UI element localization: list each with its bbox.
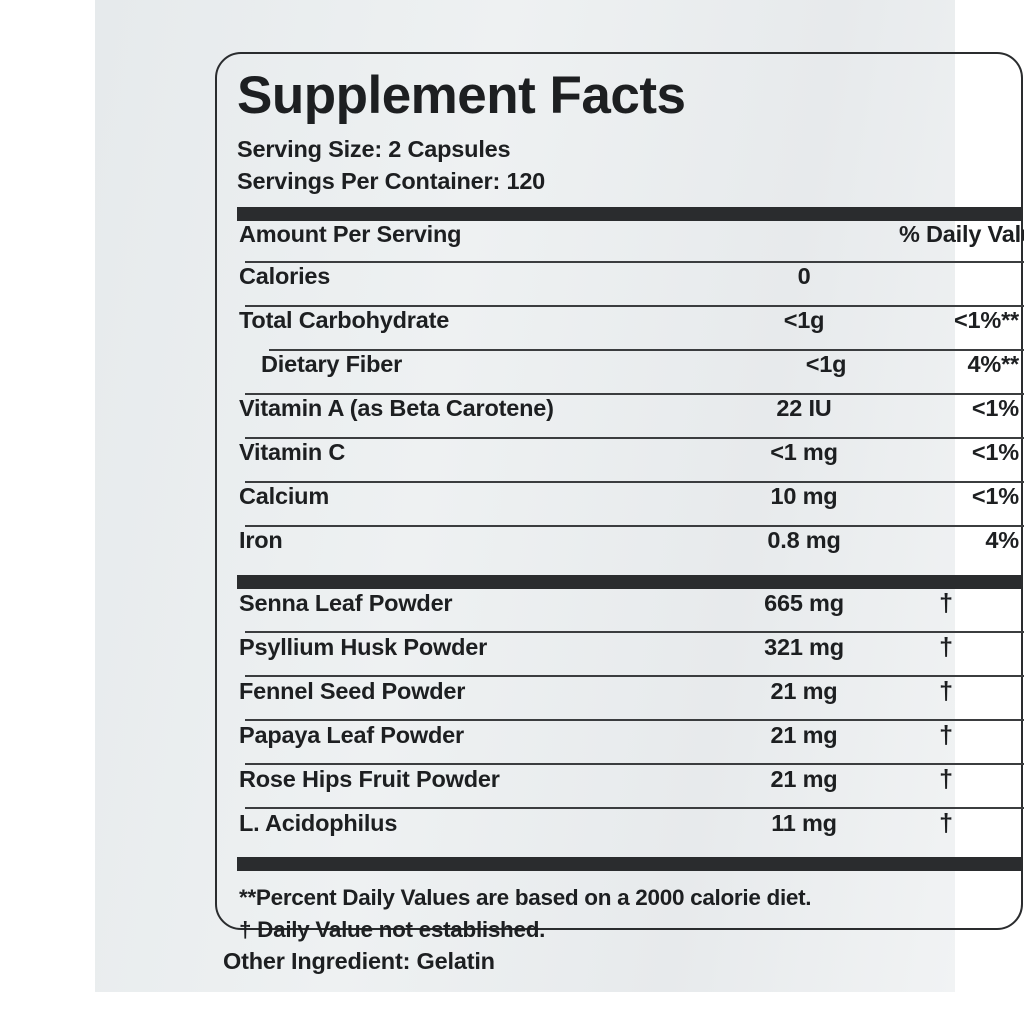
- nutrient-daily-value: 4%**: [967, 350, 1020, 377]
- table-row: Total Carbohydrate <1g <1%**: [237, 307, 1023, 349]
- nutrient-daily-value: <1%**: [954, 306, 1019, 333]
- nutrient-name: Vitamin C: [239, 438, 346, 465]
- nutrient-name: Vitamin A (as Beta Carotene): [239, 394, 554, 421]
- row-separator: [245, 260, 1024, 263]
- ingredient-name: Papaya Leaf Powder: [239, 721, 464, 748]
- ingredient-name: L. Acidophilus: [239, 809, 398, 836]
- ingredient-name: Psyllium Husk Powder: [239, 633, 488, 660]
- row-separator: [245, 630, 1024, 633]
- table-row: Calcium 10 mg <1%: [237, 483, 1023, 525]
- nutrient-daily-value: <1%: [971, 482, 1019, 509]
- dagger-icon: †: [939, 720, 953, 749]
- thick-rule-middle: [237, 574, 1023, 589]
- ingredient-amount: 21 mg: [770, 677, 838, 704]
- ingredient-name: Senna Leaf Powder: [239, 589, 453, 616]
- row-separator: [245, 392, 1024, 395]
- ingredient-amount: 11 mg: [771, 809, 837, 836]
- dagger-icon: †: [939, 808, 953, 837]
- table-row: Fennel Seed Powder 21 mg †: [237, 677, 1023, 719]
- supplement-facts-content: Supplement Facts Serving Size: 2 Capsule…: [215, 52, 1024, 942]
- footnote-percent-daily-value: **Percent Daily Values are based on a 20…: [239, 884, 812, 910]
- table-row: Iron 0.8 mg 4%: [237, 527, 1023, 569]
- row-separator: [245, 718, 1024, 721]
- ingredient-amount: 665 mg: [764, 589, 844, 616]
- nutrient-amount: 0.8 mg: [767, 526, 841, 553]
- other-ingredient-text: Other Ingredient: Gelatin: [223, 948, 495, 974]
- nutrient-daily-value: <1%: [971, 394, 1019, 421]
- nutrient-name: Calcium: [239, 482, 330, 509]
- nutrient-amount: 22 IU: [776, 394, 832, 421]
- nutrient-name: Dietary Fiber: [261, 350, 403, 377]
- serving-size-text: Serving Size: 2 Capsules: [237, 136, 511, 162]
- row-separator: [245, 304, 1024, 307]
- label-panel: Supplement Facts Serving Size: 2 Capsule…: [95, 0, 1024, 992]
- supplement-facts-box: [215, 52, 1023, 930]
- nutrient-name: Total Carbohydrate: [239, 306, 450, 333]
- table-row: Senna Leaf Powder 665 mg †: [237, 589, 1023, 631]
- table-row: Calories 0: [237, 263, 1023, 305]
- nutrient-daily-value: <1%: [971, 438, 1019, 465]
- dagger-icon: †: [939, 632, 953, 661]
- table-row: Dietary Fiber <1g 4%**: [237, 351, 1023, 393]
- header-daily-value: % Daily Value: [899, 220, 1024, 247]
- nutrient-amount: <1 mg: [770, 438, 838, 465]
- nutrient-amount: <1g: [805, 350, 847, 377]
- ingredient-amount: 321 mg: [764, 633, 844, 660]
- table-row: Vitamin A (as Beta Carotene) 22 IU <1%: [237, 395, 1023, 437]
- ingredient-name: Rose Hips Fruit Powder: [239, 765, 500, 792]
- servings-per-container-text: Servings Per Container: 120: [237, 167, 546, 194]
- nutrient-amount: 0: [797, 262, 811, 289]
- dagger-icon: †: [939, 676, 953, 705]
- row-separator: [245, 436, 1024, 439]
- page-title: Supplement Facts: [237, 66, 686, 125]
- ingredient-table: Senna Leaf Powder 665 mg † Psyllium Husk…: [237, 589, 1024, 851]
- row-separator: [245, 806, 1024, 809]
- row-separator: [245, 524, 1024, 527]
- row-separator: [245, 674, 1024, 677]
- footnote-dagger: † Daily Value not established.: [239, 916, 546, 942]
- nutrient-table: Amount Per Serving % Daily Value Calorie…: [237, 220, 1024, 569]
- nutrient-daily-value: 4%: [985, 526, 1019, 553]
- row-separator: [245, 480, 1024, 483]
- row-separator-indented: [269, 348, 1024, 351]
- nutrient-amount: <1g: [783, 306, 825, 333]
- nutrient-amount: 10 mg: [770, 482, 838, 509]
- footnotes: **Percent Daily Values are based on a 20…: [239, 882, 1024, 946]
- table-header-row: Amount Per Serving % Daily Value: [237, 220, 1024, 261]
- dagger-icon: †: [939, 764, 953, 793]
- table-row: L. Acidophilus 11 mg †: [237, 809, 1023, 851]
- ingredient-amount: 21 mg: [770, 765, 838, 792]
- table-row: Psyllium Husk Powder 321 mg †: [237, 633, 1023, 675]
- table-row: Vitamin C <1 mg <1%: [237, 439, 1023, 481]
- nutrient-name: Calories: [239, 262, 331, 289]
- thick-rule-bottom: [237, 856, 1023, 871]
- dagger-icon: †: [939, 588, 953, 617]
- thick-rule-top: [237, 206, 1023, 221]
- table-row: Papaya Leaf Powder 21 mg †: [237, 721, 1023, 763]
- header-amount-per-serving: Amount Per Serving: [239, 220, 462, 247]
- ingredient-name: Fennel Seed Powder: [239, 677, 466, 704]
- row-separator: [245, 762, 1024, 765]
- nutrient-name: Iron: [239, 526, 283, 553]
- table-row: Rose Hips Fruit Powder 21 mg †: [237, 765, 1023, 807]
- ingredient-amount: 21 mg: [770, 721, 838, 748]
